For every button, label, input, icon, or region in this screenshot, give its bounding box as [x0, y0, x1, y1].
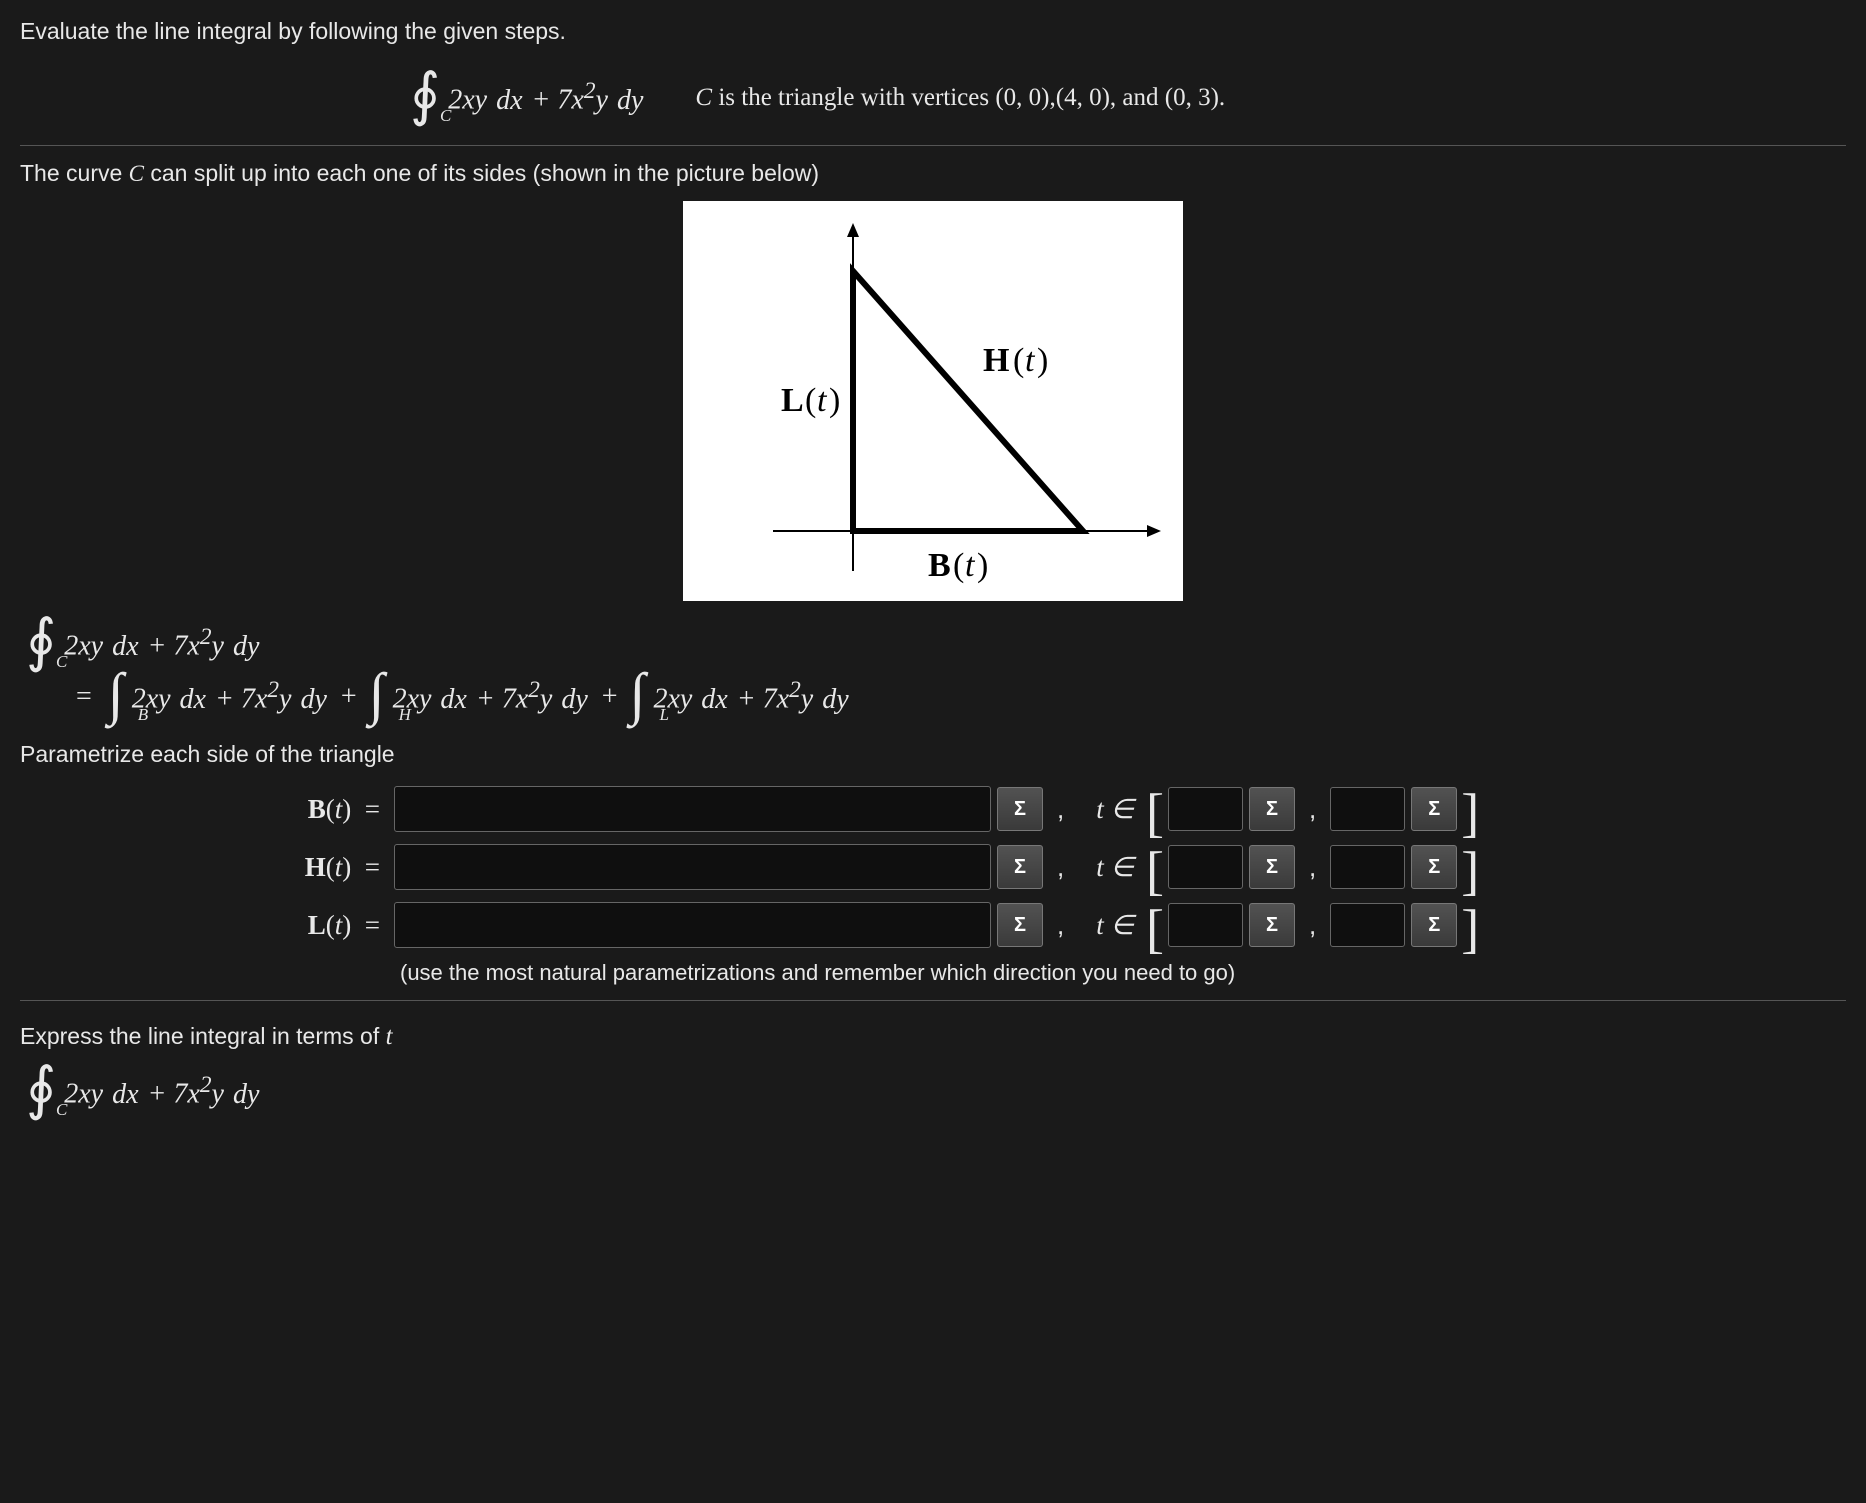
separator: ,: [1057, 910, 1064, 941]
integrand: 2xy dx + 7x2y dy: [448, 78, 645, 116]
curve-description: C is the triangle with vertices (0, 0),(…: [695, 84, 1225, 112]
interval-hi-H[interactable]: [1330, 845, 1405, 889]
split-integral-equation: ∮C 2xy dx + 7x2y dy = ∫B 2xy dx + 7x2y d…: [26, 621, 1846, 719]
parametrize-heading: Parametrize each side of the triangle: [20, 741, 1846, 768]
param-row-B: B(t) =Σ,t ∈[Σ,Σ]: [280, 786, 1846, 832]
divider: [20, 145, 1846, 146]
interval-lo-L[interactable]: [1168, 903, 1243, 947]
sigma-button[interactable]: Σ: [997, 903, 1043, 947]
integral-L: ∫L 2xy dx + 7x2y dy: [630, 674, 851, 719]
param-field-L[interactable]: [395, 903, 990, 947]
svg-text:): ): [977, 547, 988, 584]
sigma-button[interactable]: Σ: [997, 787, 1043, 831]
param-label-H: H(t) =: [280, 852, 394, 883]
interval-lo-B[interactable]: [1168, 787, 1243, 831]
param-row-L: L(t) =Σ,t ∈[Σ,Σ]: [280, 902, 1846, 948]
sigma-button[interactable]: Σ: [1249, 845, 1295, 889]
parametrization-hint: (use the most natural parametrizations a…: [400, 960, 1846, 986]
svg-text:B: B: [928, 547, 951, 584]
param-field-H[interactable]: [395, 845, 990, 889]
svg-text:(: (: [805, 382, 816, 419]
t-in-label: t ∈: [1096, 910, 1134, 941]
integral-H: ∫H 2xy dx + 7x2y dy: [369, 674, 590, 719]
t-in-label: t ∈: [1096, 794, 1134, 825]
sigma-button[interactable]: Σ: [997, 845, 1043, 889]
triangle-figure: L ( t ) H ( t ) B ( t ): [683, 201, 1183, 601]
param-label-L: L(t) =: [280, 910, 394, 941]
t-in-label: t ∈: [1096, 852, 1134, 883]
svg-text:): ): [1037, 342, 1048, 379]
problem-line: ∮ C 2xy dx + 7x2y dy C is the triangle w…: [410, 75, 1846, 120]
lhs-integral: ∮C 2xy dx + 7x2y dy: [26, 621, 261, 666]
separator: ,: [1057, 794, 1064, 825]
param-row-H: H(t) =Σ,t ∈[Σ,Σ]: [280, 844, 1846, 890]
param-input-B[interactable]: [394, 786, 991, 832]
interval-hi-L[interactable]: [1330, 903, 1405, 947]
sigma-button[interactable]: Σ: [1411, 787, 1457, 831]
svg-text:(: (: [953, 547, 964, 584]
svg-text:(: (: [1013, 342, 1024, 379]
express-heading: Express the line integral in terms of t: [20, 1023, 1846, 1051]
param-input-L[interactable]: [394, 902, 991, 948]
param-label-B: B(t) =: [280, 794, 394, 825]
separator: ,: [1309, 852, 1316, 883]
svg-text:t: t: [965, 547, 976, 584]
sigma-button[interactable]: Σ: [1249, 787, 1295, 831]
divider-2: [20, 1000, 1846, 1001]
svg-text:L: L: [781, 382, 804, 419]
param-field-B[interactable]: [395, 787, 990, 831]
svg-text:t: t: [1025, 342, 1036, 379]
integral-B: ∫B 2xy dx + 7x2y dy: [108, 674, 329, 719]
interval-lo-H[interactable]: [1168, 845, 1243, 889]
separator: ,: [1057, 852, 1064, 883]
param-input-H[interactable]: [394, 844, 991, 890]
separator: ,: [1309, 910, 1316, 941]
sigma-button[interactable]: Σ: [1411, 903, 1457, 947]
final-integral: ∮C 2xy dx + 7x2y dy: [26, 1069, 1846, 1114]
sigma-button[interactable]: Σ: [1411, 845, 1457, 889]
interval-hi-B[interactable]: [1330, 787, 1405, 831]
instruction-text: Evaluate the line integral by following …: [20, 18, 1846, 45]
svg-text:): ): [829, 382, 840, 419]
svg-text:t: t: [817, 382, 828, 419]
separator: ,: [1309, 794, 1316, 825]
sigma-button[interactable]: Σ: [1249, 903, 1295, 947]
split-explanation: The curve C can split up into each one o…: [20, 160, 1846, 187]
main-integral: ∮ C 2xy dx + 7x2y dy: [410, 75, 645, 120]
svg-text:H: H: [983, 342, 1009, 379]
